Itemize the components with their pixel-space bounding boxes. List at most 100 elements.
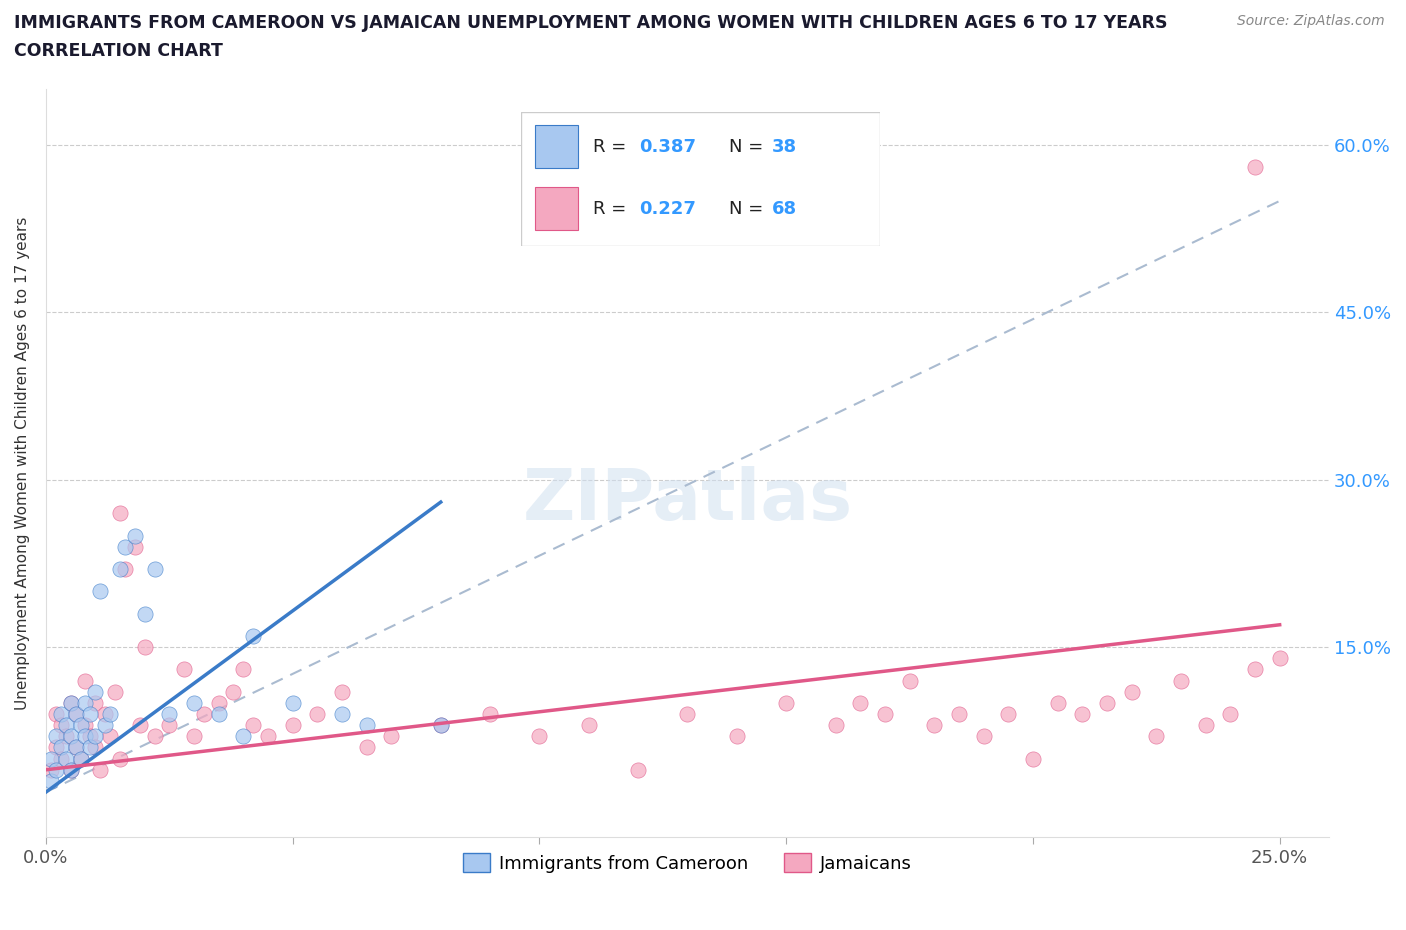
Point <box>84 729 107 744</box>
Point <box>157 707 180 722</box>
Point <box>1244 160 1267 175</box>
Point <box>59 763 82 777</box>
Point <box>39 763 62 777</box>
Text: CORRELATION CHART: CORRELATION CHART <box>14 42 224 60</box>
Point <box>94 718 117 733</box>
Point <box>69 718 91 733</box>
Point <box>69 751 91 766</box>
Text: Source: ZipAtlas.com: Source: ZipAtlas.com <box>1237 14 1385 28</box>
Point <box>75 696 97 711</box>
Point <box>59 696 82 711</box>
Point <box>1121 684 1143 699</box>
Point <box>104 684 127 699</box>
Point <box>84 740 107 755</box>
Point <box>281 696 304 711</box>
Point <box>356 718 378 733</box>
Point <box>232 662 254 677</box>
Point <box>242 629 264 644</box>
Point <box>578 718 600 733</box>
Point <box>1170 673 1192 688</box>
Point <box>281 718 304 733</box>
Point <box>824 718 846 733</box>
Point <box>1244 662 1267 677</box>
Point <box>1095 696 1118 711</box>
Point <box>89 584 111 599</box>
Point <box>1022 751 1045 766</box>
Point <box>84 684 107 699</box>
Point <box>676 707 699 722</box>
Point <box>124 539 146 554</box>
Point <box>45 729 67 744</box>
Point <box>65 740 87 755</box>
Point <box>429 718 451 733</box>
Point <box>429 718 451 733</box>
Point <box>65 707 87 722</box>
Point <box>232 729 254 744</box>
Point <box>108 562 131 577</box>
Point <box>222 684 245 699</box>
Point <box>108 506 131 521</box>
Point <box>1144 729 1167 744</box>
Point <box>55 729 77 744</box>
Point <box>65 707 87 722</box>
Point <box>307 707 329 722</box>
Point <box>973 729 995 744</box>
Point <box>380 729 402 744</box>
Point <box>49 740 72 755</box>
Point <box>49 718 72 733</box>
Point <box>922 718 945 733</box>
Point <box>49 751 72 766</box>
Point <box>59 696 82 711</box>
Point <box>84 696 107 711</box>
Point <box>183 696 205 711</box>
Point <box>997 707 1019 722</box>
Point <box>75 673 97 688</box>
Point <box>157 718 180 733</box>
Point <box>173 662 195 677</box>
Point <box>948 707 970 722</box>
Point <box>143 562 166 577</box>
Point <box>108 751 131 766</box>
Point <box>193 707 215 722</box>
Point <box>45 707 67 722</box>
Point <box>79 740 101 755</box>
Point <box>94 707 117 722</box>
Point <box>356 740 378 755</box>
Point <box>257 729 280 744</box>
Point <box>898 673 921 688</box>
Point <box>39 774 62 789</box>
Point <box>134 606 156 621</box>
Point <box>124 528 146 543</box>
Point <box>98 707 121 722</box>
Point <box>725 729 748 744</box>
Point <box>330 707 353 722</box>
Point <box>208 696 231 711</box>
Point <box>1046 696 1069 711</box>
Point <box>1194 718 1216 733</box>
Point <box>65 740 87 755</box>
Point <box>134 640 156 655</box>
Point <box>79 729 101 744</box>
Point <box>39 751 62 766</box>
Point <box>98 729 121 744</box>
Point <box>55 718 77 733</box>
Point <box>75 729 97 744</box>
Point <box>143 729 166 744</box>
Point <box>242 718 264 733</box>
Point <box>873 707 896 722</box>
Point <box>49 707 72 722</box>
Point <box>79 707 101 722</box>
Point <box>775 696 797 711</box>
Point <box>69 751 91 766</box>
Point <box>45 740 67 755</box>
Point <box>479 707 502 722</box>
Text: ZIPatlas: ZIPatlas <box>523 466 852 535</box>
Point <box>1219 707 1241 722</box>
Point <box>1071 707 1094 722</box>
Point <box>849 696 872 711</box>
Point <box>59 763 82 777</box>
Legend: Immigrants from Cameroon, Jamaicans: Immigrants from Cameroon, Jamaicans <box>456 846 920 880</box>
Point <box>59 729 82 744</box>
Point <box>75 718 97 733</box>
Point <box>529 729 551 744</box>
